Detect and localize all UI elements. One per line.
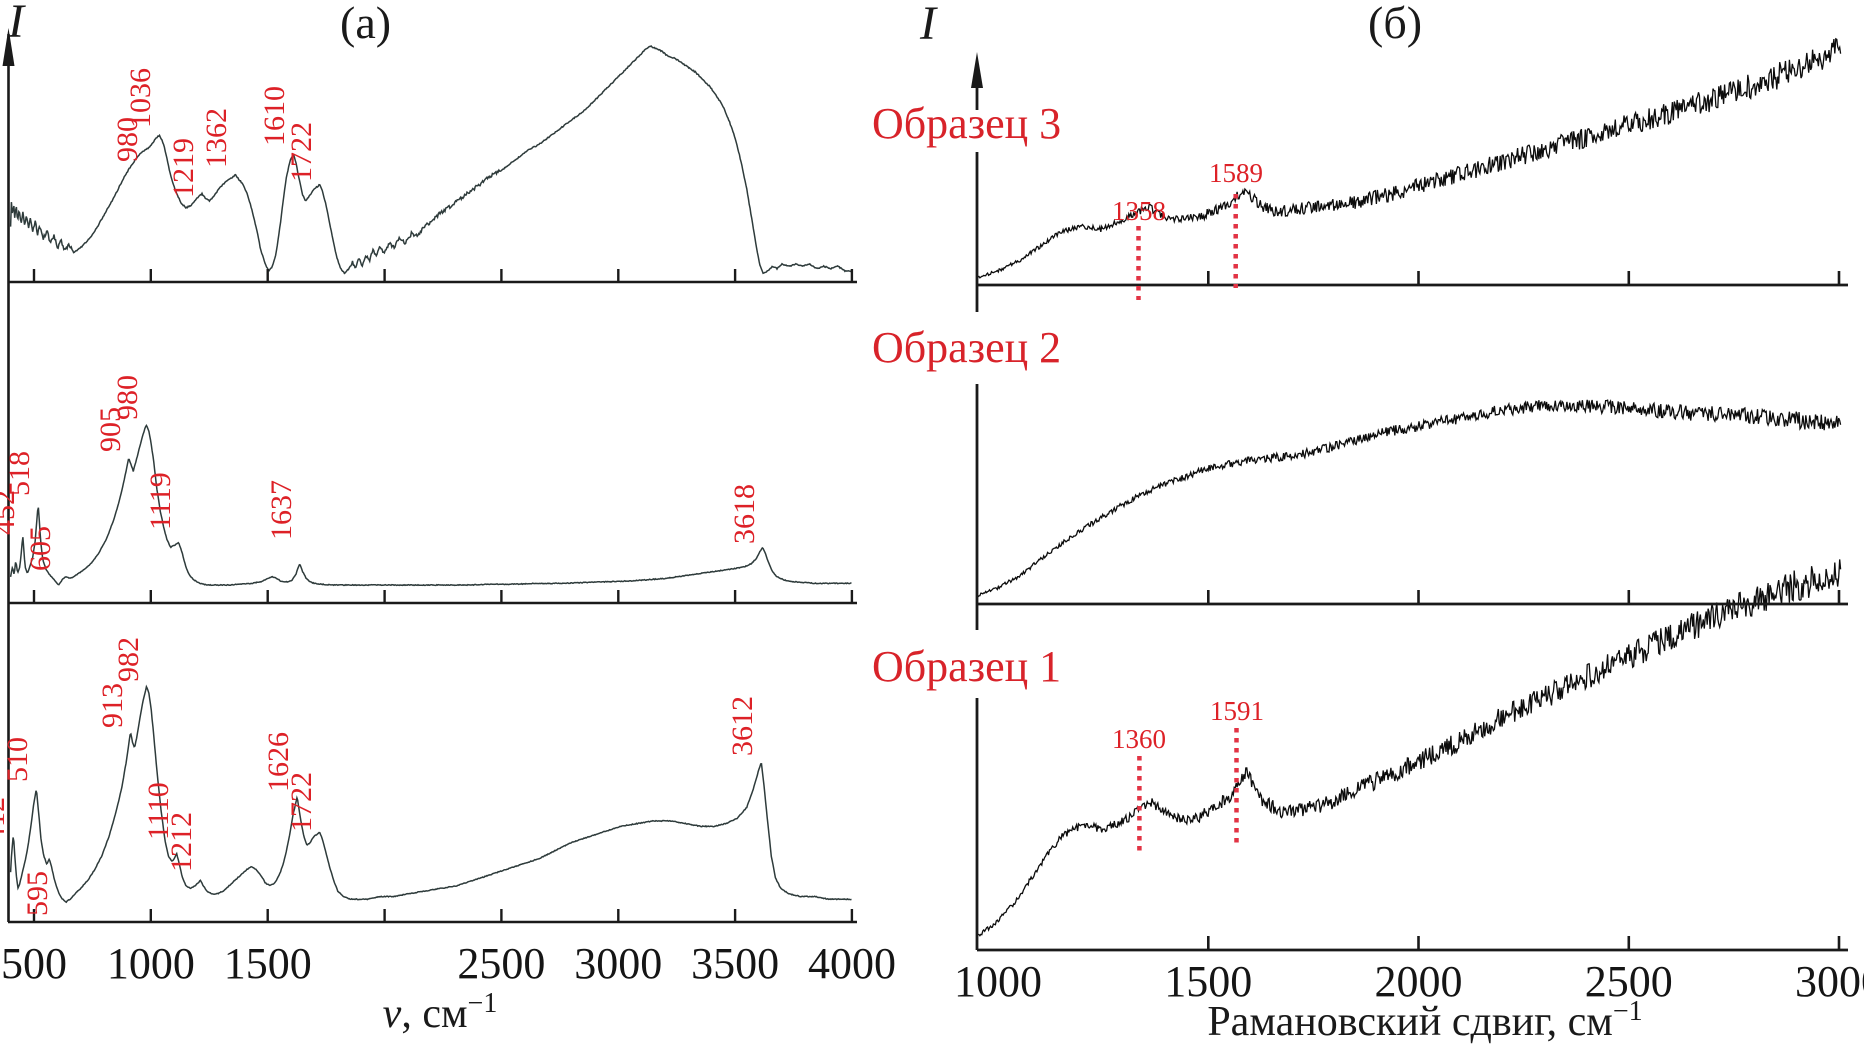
- ir-peak-label: 1722: [285, 122, 318, 182]
- ir-peak-label: 1219: [167, 138, 200, 198]
- right-x-axis-unit: Рамановский сдвиг, см: [1207, 999, 1613, 1045]
- left-x-tick-label: 2500: [457, 939, 546, 988]
- left-panel-title: (а): [340, 0, 392, 48]
- right-x-tick-label: 2000: [1374, 957, 1463, 1006]
- ir-spectrum-middle-trace: [9, 424, 852, 587]
- ir-peak-label: 3618: [728, 484, 761, 544]
- left-x-axis-exp: −1: [467, 988, 498, 1019]
- raman-peak-label: 1358: [1112, 196, 1166, 226]
- raman-sample2-trace: [976, 399, 1842, 598]
- left-y-axis-arrowhead: [2, 28, 15, 66]
- left-x-axis-title: ν, см−1: [310, 988, 570, 1038]
- ir-peak-label: 452: [0, 490, 21, 535]
- sample-label-3: Образец 3: [872, 99, 1062, 148]
- left-x-tick-label: 1500: [223, 939, 312, 988]
- raman-sample3-trace: [976, 37, 1842, 280]
- ir-peak-label: 1212: [165, 812, 198, 872]
- right-x-tick-label: 1000: [954, 957, 1042, 1006]
- nu-symbol: ν: [382, 991, 402, 1037]
- ir-peak-label: 1637: [265, 480, 298, 540]
- ir-peak-label: 510: [1, 737, 34, 782]
- left-x-tick-label: 3500: [691, 939, 780, 988]
- ir-peak-label: 605: [24, 526, 57, 571]
- raman-peak-label: 1591: [1210, 696, 1264, 726]
- ir-peak-label: 412: [0, 797, 11, 842]
- left-x-tick-label: 1000: [106, 939, 195, 988]
- left-x-tick-label: 3000: [574, 939, 663, 988]
- raman-sample1-trace: [976, 559, 1842, 937]
- left-y-axis-label: I: [8, 0, 24, 48]
- left-x-tick-label: 500: [1, 939, 67, 988]
- left-x-tick-label: 4000: [807, 939, 896, 988]
- right-panel-title: (б): [1368, 0, 1423, 48]
- ir-peak-label: 1362: [200, 108, 233, 168]
- raman-peak-label: 1360: [1112, 724, 1166, 754]
- ir-peak-label: 1722: [285, 772, 318, 832]
- right-x-tick-label: 3000: [1795, 957, 1864, 1006]
- ir-peak-label: 1119: [144, 472, 177, 530]
- ir-peak-label: 980: [111, 375, 144, 420]
- ir-peak-label: 1036: [124, 68, 157, 128]
- ir-peak-label: 982: [112, 637, 145, 682]
- raman-peak-label: 1589: [1209, 158, 1263, 188]
- left-x-axis-unit: , см: [401, 991, 468, 1037]
- right-x-tick-label: 1500: [1164, 957, 1253, 1006]
- ir-peak-label: 518: [3, 451, 36, 496]
- ir-peak-label: 3612: [726, 696, 759, 756]
- sample-label-2: Образец 2: [872, 323, 1062, 372]
- right-y-axis-label: I: [920, 0, 936, 50]
- ir-peak-label: 595: [21, 871, 54, 916]
- sample-label-1: Образец 1: [872, 642, 1062, 691]
- right-x-tick-label: 2500: [1584, 957, 1673, 1006]
- right-x-axis-title: Рамановский сдвиг, см−1: [1140, 996, 1710, 1046]
- ir-peak-label: 913: [96, 683, 129, 728]
- right-x-axis-exp: −1: [1612, 996, 1643, 1027]
- right-y-axis-arrowhead: [971, 52, 983, 88]
- ir-spectrum-bottom-trace: [9, 684, 852, 904]
- ir-spectrum-top-trace: [9, 45, 853, 275]
